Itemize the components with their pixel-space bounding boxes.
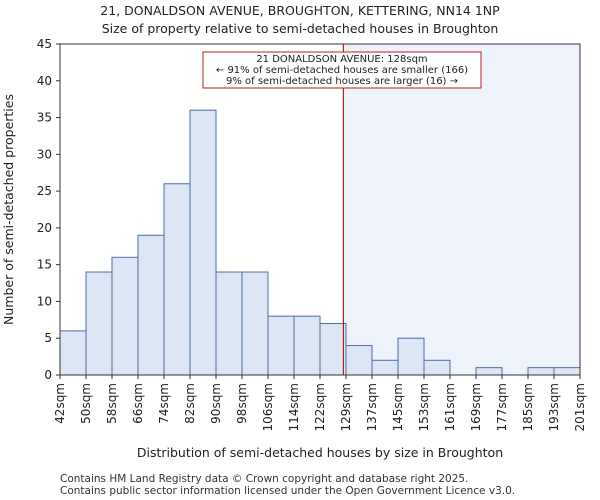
annotation-box: [202, 51, 482, 89]
y-tick-label: 5: [44, 331, 52, 345]
x-tick-label: 145sqm: [391, 383, 405, 431]
y-tick-label: 0: [44, 368, 52, 382]
x-tick-label: 114sqm: [287, 383, 301, 431]
footer-copyright: Contains HM Land Registry data © Crown c…: [60, 473, 469, 485]
x-tick-label: 201sqm: [573, 383, 587, 431]
y-tick-label: 35: [37, 111, 52, 125]
histogram-bar: [267, 315, 295, 376]
histogram-bar: [527, 367, 555, 376]
annotation-line-1: 21 DONALDSON AVENUE: 128sqm: [256, 54, 427, 65]
x-tick-label: 122sqm: [313, 383, 327, 431]
x-tick-label: 74sqm: [157, 383, 171, 424]
x-tick-label: 129sqm: [339, 383, 353, 431]
histogram-bar: [345, 345, 373, 376]
y-tick-label: 30: [37, 147, 52, 161]
x-tick-label: 98sqm: [235, 383, 249, 424]
histogram-bar: [319, 323, 347, 376]
histogram-bar: [475, 367, 503, 376]
chart-title-subtitle: Size of property relative to semi-detach…: [101, 21, 499, 36]
x-tick-label: 58sqm: [105, 383, 119, 424]
x-tick-label: 106sqm: [261, 383, 275, 431]
histogram-bar: [423, 359, 451, 376]
x-tick-label: 82sqm: [183, 383, 197, 424]
histogram-bar: [137, 234, 165, 376]
x-axis-label: Distribution of semi-detached houses by …: [137, 445, 503, 460]
x-tick-label: 153sqm: [417, 383, 431, 431]
histogram-bar: [293, 315, 321, 376]
x-tick-label: 177sqm: [495, 383, 509, 431]
x-tick-label: 185sqm: [521, 383, 535, 431]
histogram-bar: [241, 271, 269, 376]
chart-title-address: 21, DONALDSON AVENUE, BROUGHTON, KETTERI…: [100, 3, 500, 18]
larger-region-highlight: [343, 44, 580, 375]
histogram-bar: [111, 256, 139, 376]
x-tick-label: 193sqm: [547, 383, 561, 431]
annotation-line-3: 9% of semi-detached houses are larger (1…: [226, 76, 458, 87]
histogram-bar: [371, 359, 399, 376]
y-tick-label: 40: [37, 74, 52, 88]
histogram-bar: [553, 367, 581, 376]
x-tick-label: 90sqm: [209, 383, 223, 424]
x-tick-label: 161sqm: [443, 383, 457, 431]
annotation-line-2: ← 91% of semi-detached houses are smalle…: [216, 65, 468, 76]
histogram-bar: [215, 271, 243, 376]
histogram-bar: [59, 330, 87, 376]
x-tick-label: 42sqm: [53, 383, 67, 424]
y-tick-label: 15: [37, 258, 52, 272]
histogram-bar: [85, 271, 113, 376]
footer-licence: Contains public sector information licen…: [60, 485, 516, 497]
x-tick-label: 66sqm: [131, 383, 145, 424]
y-axis-label: Number of semi-detached properties: [1, 94, 16, 325]
x-tick-label: 50sqm: [79, 383, 93, 424]
y-tick-label: 25: [37, 184, 52, 198]
y-tick-label: 10: [37, 294, 52, 308]
x-tick-label: 137sqm: [365, 383, 379, 431]
y-tick-label: 45: [37, 37, 52, 51]
x-tick-label: 169sqm: [469, 383, 483, 431]
histogram-bar: [189, 109, 217, 376]
histogram-bar: [397, 337, 425, 376]
histogram-bar: [163, 183, 191, 376]
y-tick-label: 20: [37, 221, 52, 235]
